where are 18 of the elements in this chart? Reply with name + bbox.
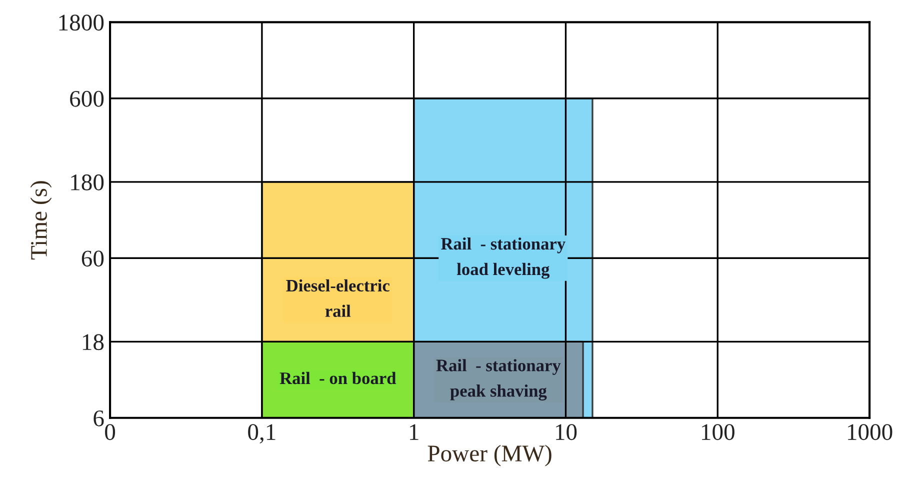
x-tick-label: 10 [556, 424, 577, 440]
y-axis-title: Time (s) [30, 181, 52, 260]
x-axis-title: Power (MW) [428, 444, 552, 466]
y-tick-label: 60 [82, 250, 104, 267]
y-tick-label: 600 [70, 90, 104, 107]
y-tick-label: 6 [94, 410, 104, 426]
x-tick-label: 0,1 [248, 424, 276, 444]
series-label: Rail - on board [280, 372, 396, 384]
x-tick-label: 100 [702, 424, 734, 440]
series-label: Rail - stationary load leveling [441, 237, 566, 279]
x-tick-label: 1000 [848, 424, 892, 440]
y-tick-label: 1800 [59, 14, 104, 31]
y-tick-label: 180 [71, 174, 104, 190]
x-tick-label: 0 [105, 424, 116, 440]
series-label: Rail - stationary peak shaving [436, 359, 561, 400]
series-label: Diesel-electric rail [286, 279, 390, 317]
x-tick-label: 1 [410, 424, 418, 440]
y-tick-label: 18 [82, 334, 104, 350]
